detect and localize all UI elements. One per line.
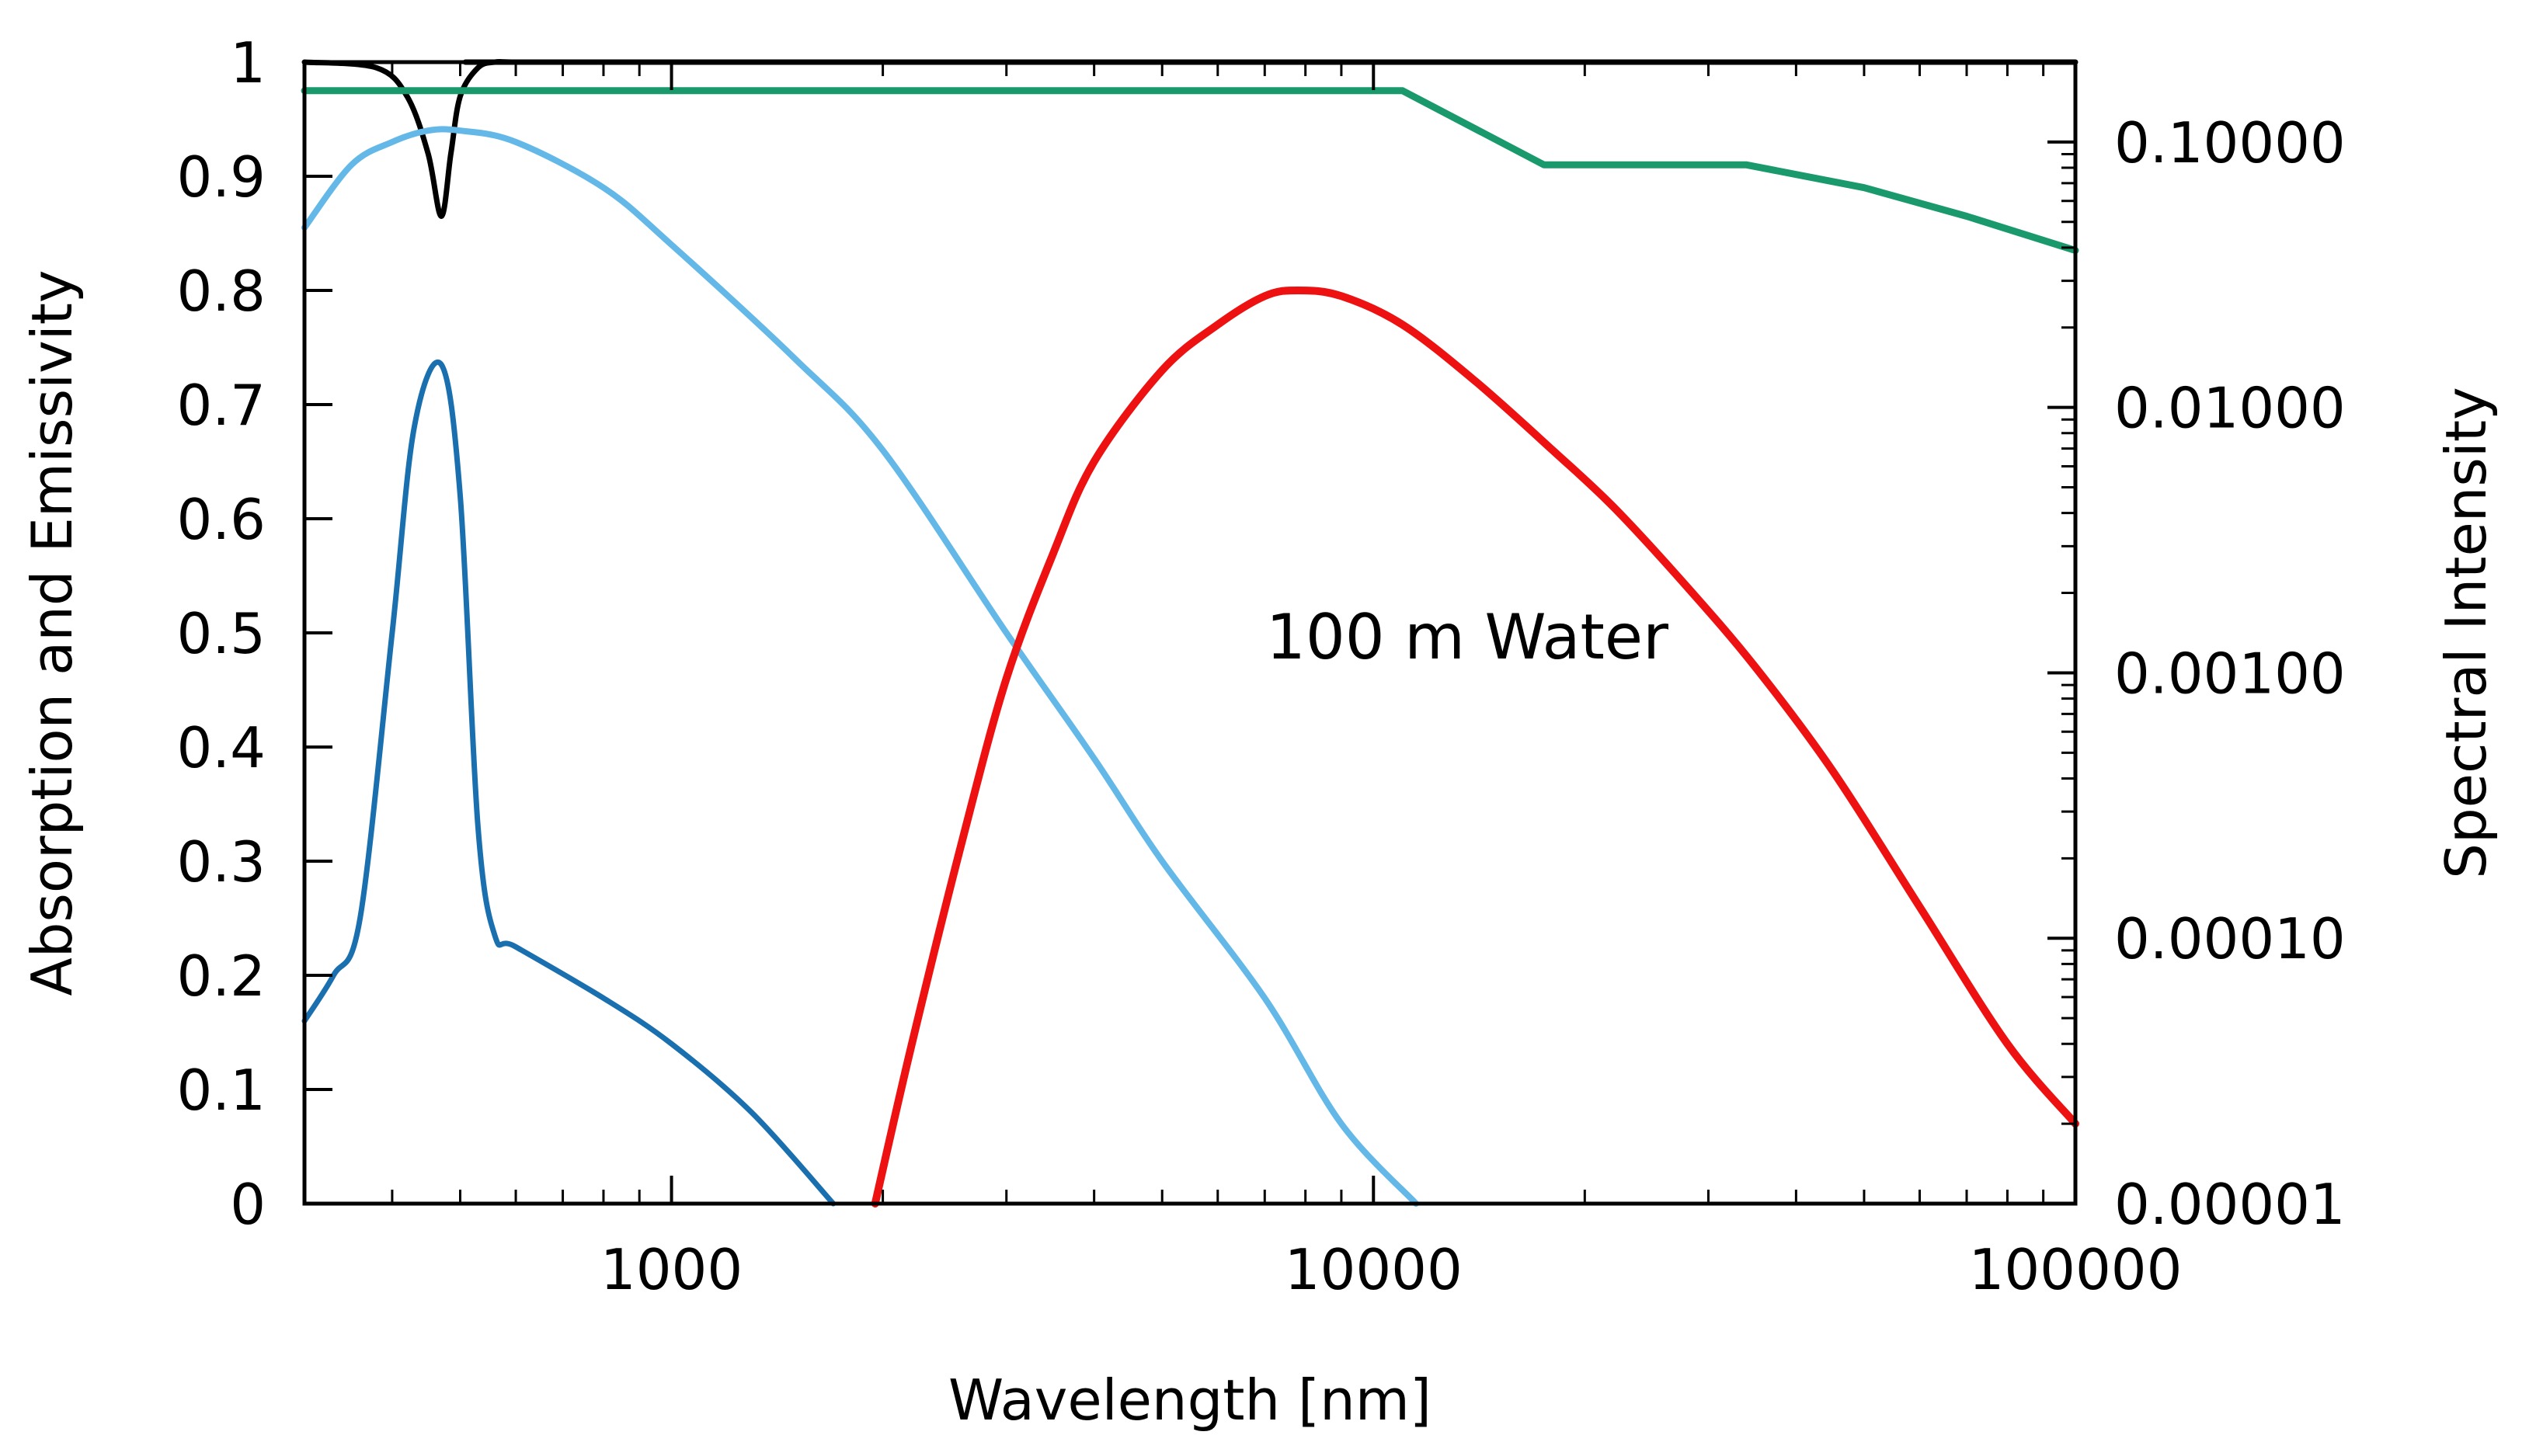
y-right-tick-label: 0.00100 — [2114, 641, 2346, 706]
y-axis-right-title: Spectral Intensity — [2433, 387, 2499, 879]
y-left-tick-label: 0.5 — [176, 601, 266, 666]
series-line-light-blue — [301, 126, 1420, 1207]
series-layer — [301, 58, 2079, 1208]
y-left-tick-label: 0.7 — [176, 373, 266, 438]
x-axis-title: Wavelength [nm] — [948, 1367, 1432, 1433]
y-right-tick-label: 0.00010 — [2114, 906, 2346, 971]
x-tick-label: 100000 — [1969, 1237, 2183, 1302]
y-right-tick-label: 0.00001 — [2114, 1172, 2346, 1237]
y-left-tick-label: 0.1 — [176, 1058, 266, 1123]
y-left-tick-label: 0.6 — [176, 487, 266, 552]
y-right-tick-label: 0.10000 — [2114, 110, 2346, 175]
series-line-dark-blue — [301, 360, 837, 1207]
annotation-label: 100 m Water — [1266, 601, 1668, 673]
x-tick-label: 1000 — [600, 1237, 743, 1302]
y-right-tick-label: 0.01000 — [2114, 376, 2346, 441]
tick-marks — [303, 61, 2077, 1205]
y-axis-left-title: Absorption and Emissivity — [19, 269, 85, 996]
series-line-green — [301, 87, 2079, 254]
y-left-tick-label: 1 — [230, 30, 266, 96]
tick-labels: 1000 10000 100000 0 0.1 0.2 0.3 0.4 0.5 0.6 0.7 0.8… — [176, 30, 2345, 1302]
y-left-tick-label: 0.2 — [176, 943, 266, 1009]
y-left-tick-label: 0 — [230, 1172, 266, 1237]
x-tick-label: 10000 — [1285, 1237, 1463, 1302]
series-line-red — [871, 287, 2079, 1208]
y-left-tick-label: 0.8 — [176, 259, 266, 324]
y-left-tick-label: 0.9 — [176, 144, 266, 210]
series-line-black — [301, 58, 2079, 219]
y-left-tick-label: 0.4 — [176, 715, 266, 780]
plot-frame — [302, 60, 2078, 1206]
y-left-tick-label: 0.3 — [176, 829, 266, 895]
